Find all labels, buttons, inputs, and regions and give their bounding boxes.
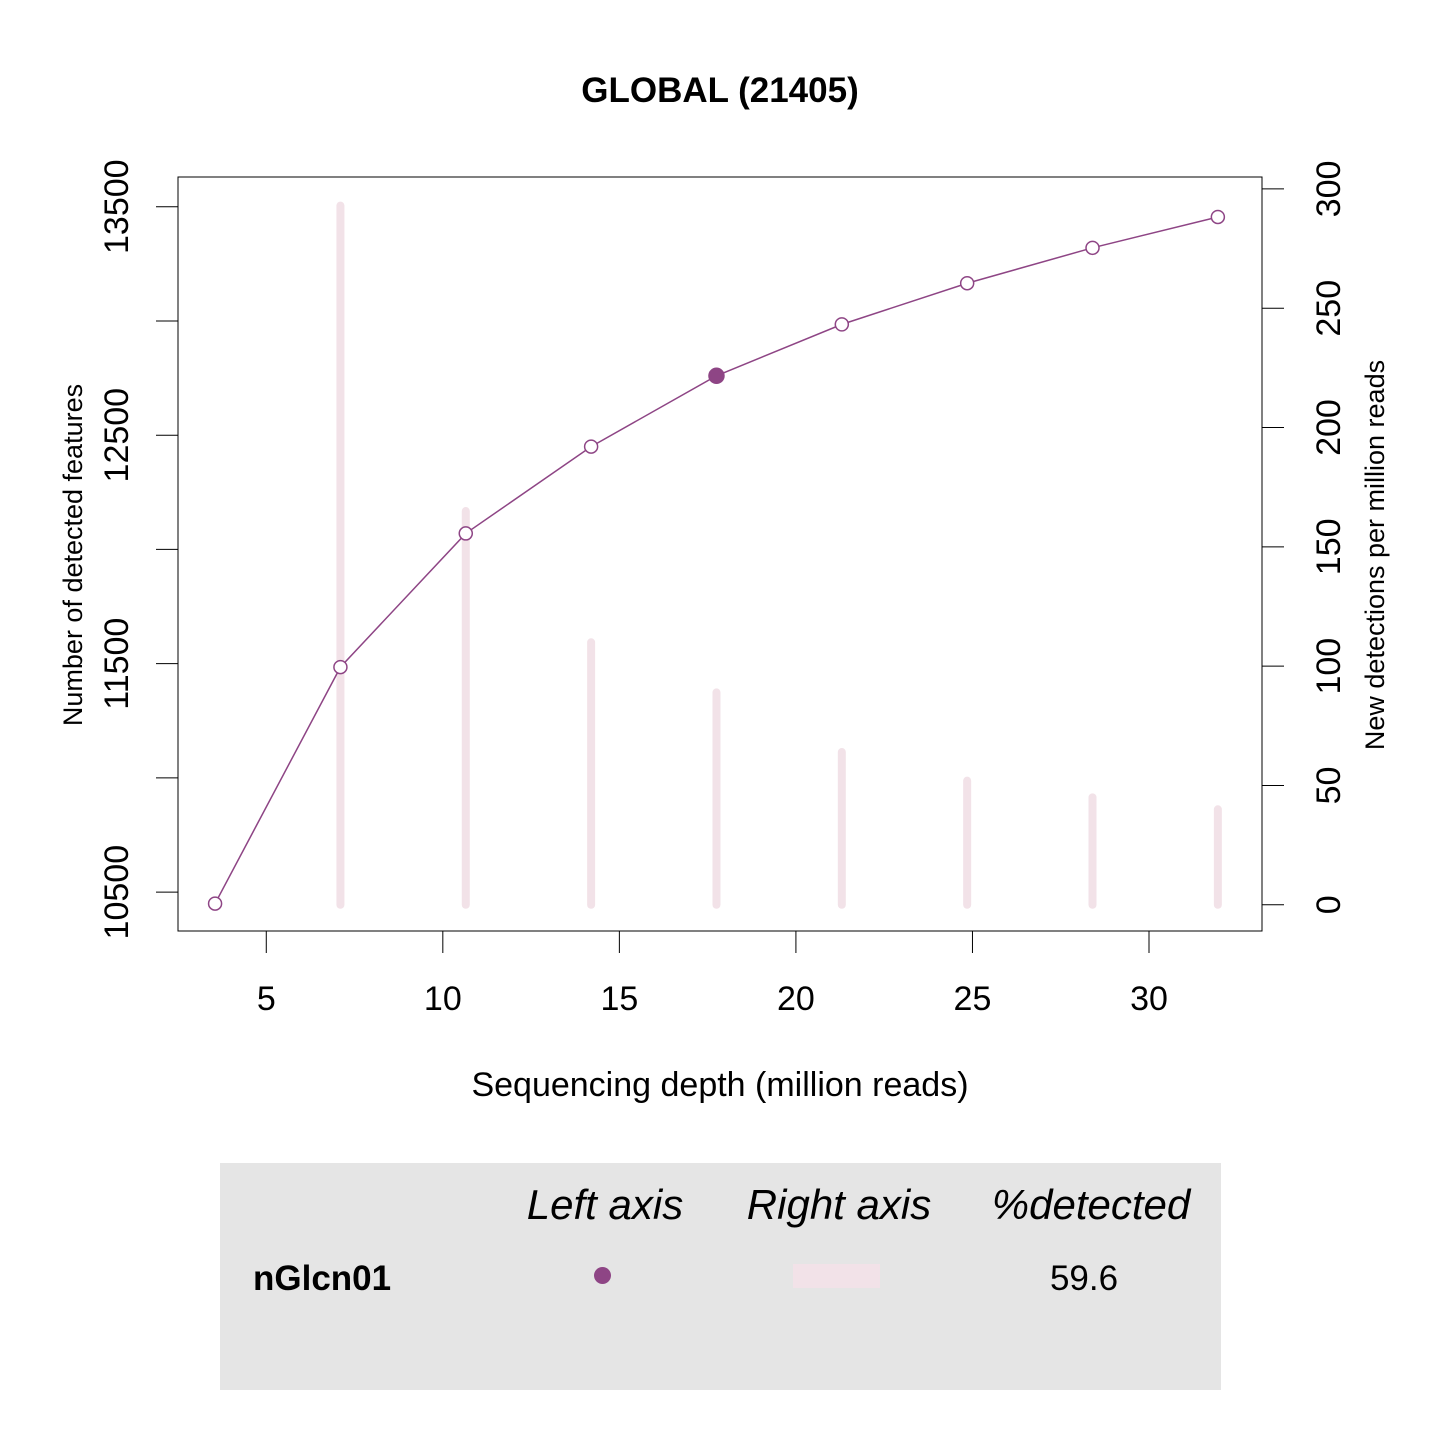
right-tick-label: 0 (1310, 895, 1348, 914)
legend-sample-name: nGlcn01 (253, 1259, 392, 1298)
left-tick-label: 12500 (98, 388, 136, 483)
legend-left-axis-marker (594, 1267, 611, 1284)
legend-right-axis-marker (793, 1264, 880, 1288)
right-tick-label: 150 (1310, 518, 1348, 575)
left-tick-label: 13500 (98, 159, 136, 254)
x-axis: 5 10 15 20 25 30 (257, 930, 1168, 1018)
x-axis-title: Sequencing depth (million reads) (471, 1066, 968, 1104)
legend-header-left-axis: Left axis (526, 1181, 684, 1228)
legend-percent-detected: 59.6 (1049, 1259, 1119, 1298)
chart-title: GLOBAL (21405) (581, 71, 859, 110)
x-tick-label: 20 (777, 980, 815, 1018)
data-point (959, 275, 975, 291)
left-tick-label: 10500 (98, 845, 136, 940)
left-axis: 10500 11500 12500 13500 (98, 159, 179, 940)
data-point (1085, 240, 1100, 256)
data-point (207, 896, 223, 911)
data-point (834, 317, 850, 332)
right-tick-label: 300 (1310, 161, 1348, 218)
legend-table: Left axis Right axis %detected nGlcn01 5… (220, 1163, 1221, 1390)
right-tick-label: 250 (1310, 280, 1348, 337)
right-tick-label: 100 (1310, 638, 1348, 695)
spikes-layer (336, 201, 1222, 909)
x-tick-label: 15 (600, 980, 638, 1018)
points-layer (207, 209, 1226, 911)
left-axis-title: Number of detected features (58, 384, 88, 726)
x-tick-label: 10 (424, 980, 462, 1018)
right-tick-label: 50 (1310, 767, 1348, 805)
right-tick-label: 200 (1310, 399, 1348, 456)
right-axis-title: New detections per million reads (1360, 360, 1390, 750)
x-tick-label: 30 (1130, 980, 1168, 1018)
chart-canvas: GLOBAL (21405) Sequencing depth (million… (58, 71, 1390, 1104)
x-tick-label: 25 (954, 980, 992, 1018)
data-point (458, 526, 474, 541)
x-tick-label: 5 (257, 980, 276, 1018)
left-tick-label: 11500 (98, 618, 136, 710)
data-point (333, 659, 348, 675)
right-axis: 0 50 100 150 200 250 300 (1261, 161, 1348, 914)
legend-header-detected: %detected (991, 1181, 1191, 1228)
legend-header-right-axis: Right axis (746, 1181, 932, 1228)
data-point (1210, 209, 1226, 225)
data-point-highlighted (708, 367, 725, 385)
data-point (583, 439, 599, 454)
